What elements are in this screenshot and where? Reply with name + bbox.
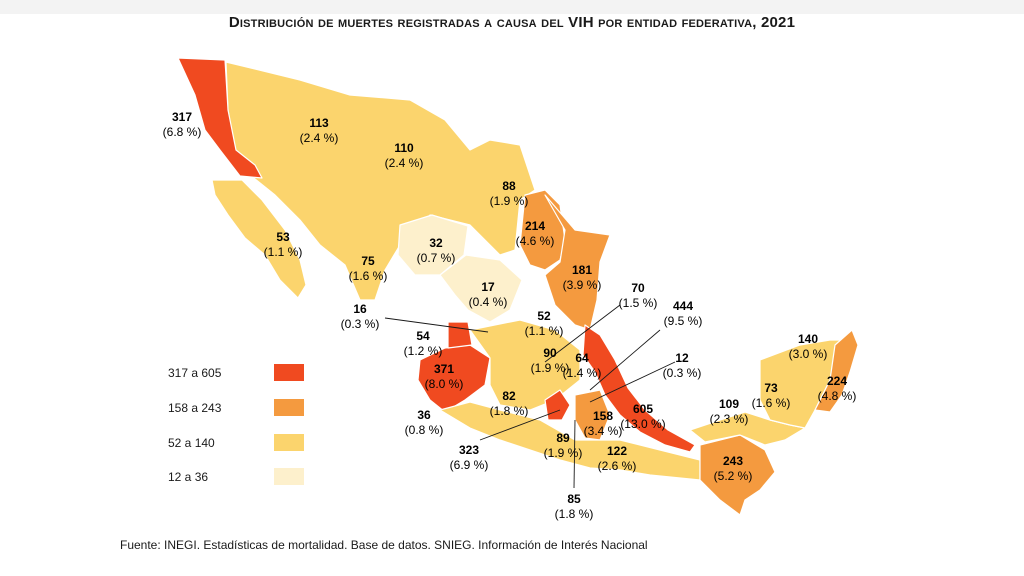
state-value-label: 89: [556, 431, 570, 445]
state-value-label: 113: [309, 116, 329, 130]
source-note: Fuente: INEGI. Estadísticas de mortalida…: [120, 538, 648, 552]
state-value-label: 224: [827, 374, 847, 388]
state-value-label: 317: [172, 110, 192, 124]
state-percent-label: (9.5 %): [664, 314, 703, 328]
region-zacatecas: [439, 254, 523, 323]
state-percent-label: (5.2 %): [714, 469, 753, 483]
state-value-label: 54: [416, 329, 430, 343]
state-value-label: 85: [567, 492, 581, 506]
leader-line: [544, 304, 621, 363]
state-percent-label: (1.6 %): [349, 269, 388, 283]
state-value-label: 158: [593, 409, 613, 423]
region-tamaulipas: [544, 194, 611, 331]
state-value-label: 32: [429, 236, 443, 250]
state-percent-label: (0.7 %): [417, 251, 456, 265]
state-value-label: 605: [633, 402, 653, 416]
state-percent-label: (1.2 %): [404, 344, 443, 358]
state-percent-label: (3.9 %): [563, 278, 602, 292]
state-value-label: 110: [394, 141, 414, 155]
map-title: Distribución de muertes registradas a ca…: [228, 14, 796, 31]
legend-swatch: [274, 399, 304, 416]
state-value-label: 75: [361, 254, 375, 268]
region-edomex: [544, 389, 571, 421]
state-percent-label: (1.5 %): [619, 296, 658, 310]
leader-line: [589, 329, 661, 391]
state-value-label: 88: [502, 179, 516, 193]
state-percent-label: (0.8 %): [405, 423, 444, 437]
leader-line: [479, 409, 561, 441]
region-durango: [397, 214, 469, 276]
state-value-label: 140: [798, 332, 818, 346]
state-percent-label: (1.8 %): [555, 507, 594, 521]
state-percent-label: (6.9 %): [450, 458, 489, 472]
state-percent-label: (1.8 %): [490, 404, 529, 418]
legend-swatch: [274, 364, 304, 381]
state-percent-label: (3.0 %): [789, 347, 828, 361]
state-value-label: 73: [764, 381, 778, 395]
state-value-label: 53: [276, 230, 290, 244]
state-percent-label: (1.4 %): [563, 366, 602, 380]
region-baja-california-sur: [211, 179, 307, 299]
state-percent-label: (13.0 %): [620, 417, 665, 431]
state-value-label: 36: [417, 408, 431, 422]
state-value-label: 181: [572, 263, 592, 277]
state-percent-label: (1.9 %): [490, 194, 529, 208]
state-value-label: 82: [502, 389, 516, 403]
state-percent-label: (1.1 %): [264, 245, 303, 259]
region-baja-california: [177, 57, 263, 179]
region-nayarit: [447, 321, 473, 349]
region-quintana-roo: [814, 329, 859, 413]
state-percent-label: (2.6 %): [598, 459, 637, 473]
state-percent-label: (4.8 %): [818, 389, 857, 403]
state-percent-label: (0.3 %): [341, 317, 380, 331]
state-percent-label: (2.3 %): [710, 412, 749, 426]
leader-line: [589, 361, 676, 403]
legend-label: 12 a 36: [168, 470, 209, 484]
state-value-label: 52: [537, 309, 551, 323]
top-bar: [0, 0, 1024, 14]
legend-label: 317 a 605: [168, 366, 222, 380]
state-percent-label: (0.3 %): [663, 366, 702, 380]
state-value-label: 17: [481, 280, 495, 294]
state-value-label: 371: [434, 362, 454, 376]
leader-line: [573, 419, 576, 489]
state-value-label: 214: [525, 219, 545, 233]
state-value-label: 323: [459, 443, 479, 457]
state-percent-label: (2.4 %): [300, 131, 339, 145]
state-value-label: 122: [607, 444, 627, 458]
state-percent-label: (1.9 %): [531, 361, 570, 375]
state-value-label: 444: [673, 299, 693, 313]
legend-label: 158 a 243: [168, 401, 222, 415]
state-percent-label: (2.4 %): [385, 156, 424, 170]
legend-swatch: [274, 468, 304, 485]
region-veracruz: [582, 324, 696, 453]
region-south: [439, 401, 701, 481]
state-percent-label: (0.4 %): [469, 295, 508, 309]
state-value-label: 12: [675, 351, 689, 365]
state-percent-label: (4.6 %): [516, 234, 555, 248]
state-value-label: 16: [353, 302, 367, 316]
state-percent-label: (3.4 %): [584, 424, 623, 438]
state-value-label: 109: [719, 397, 739, 411]
state-percent-label: (1.9 %): [544, 446, 583, 460]
state-value-label: 90: [543, 346, 557, 360]
legend-label: 52 a 140: [168, 436, 215, 450]
legend-swatch: [274, 434, 304, 451]
leader-line: [384, 317, 489, 333]
state-percent-label: (6.8 %): [163, 125, 202, 139]
state-percent-label: (8.0 %): [425, 377, 464, 391]
state-value-label: 64: [575, 351, 589, 365]
state-percent-label: (1.1 %): [525, 324, 564, 338]
state-percent-label: (1.6 %): [752, 396, 791, 410]
state-value-label: 70: [631, 281, 645, 295]
state-value-label: 243: [723, 454, 743, 468]
region-chiapas: [699, 434, 776, 516]
